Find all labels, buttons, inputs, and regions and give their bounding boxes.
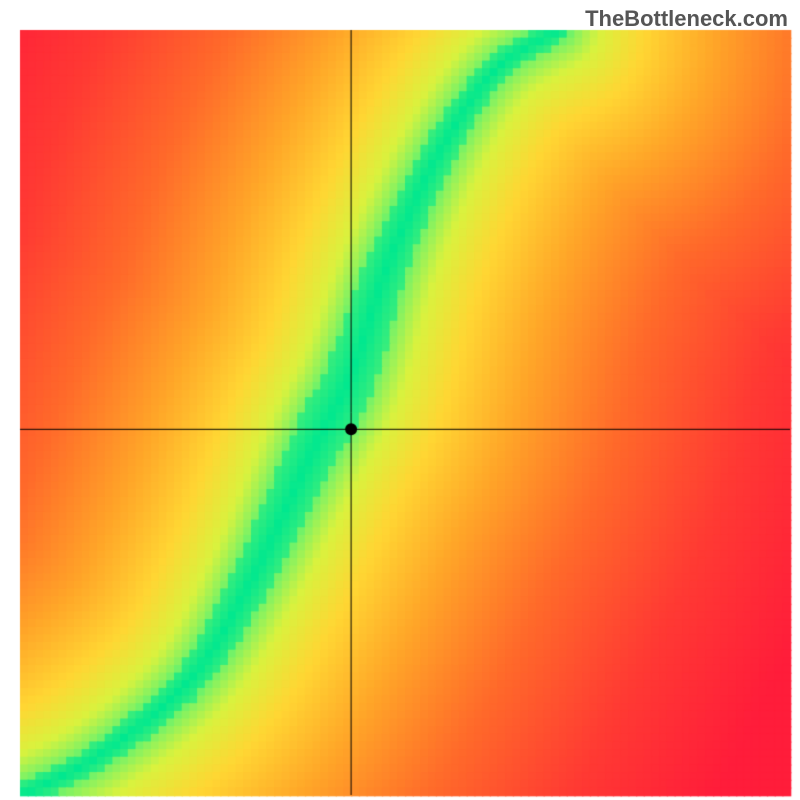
chart-stage: TheBottleneck.com (0, 0, 800, 800)
bottleneck-heatmap-canvas (0, 0, 800, 800)
